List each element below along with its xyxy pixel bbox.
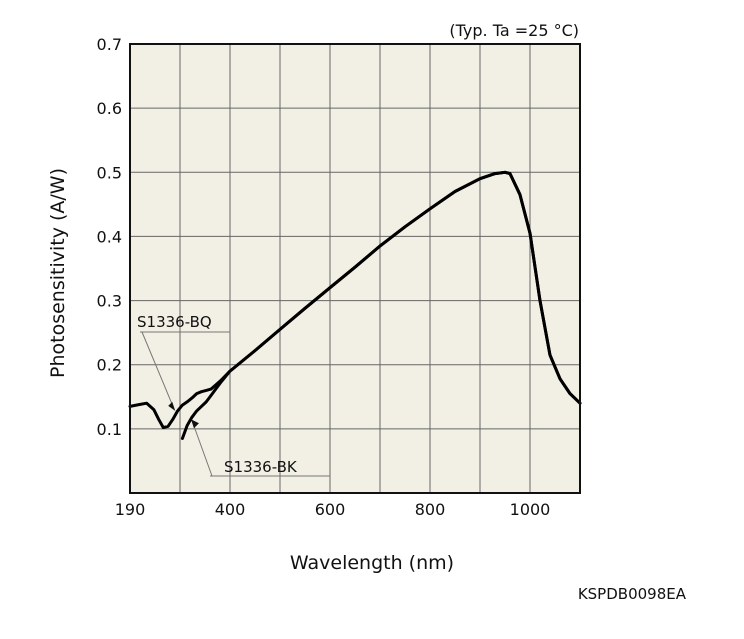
y-tick-label: 0.1 xyxy=(97,420,122,439)
annotation-label-bk: S1336-BK xyxy=(224,458,298,476)
x-tick-label: 1000 xyxy=(510,500,551,519)
condition-note: (Typ. Ta =25 °C) xyxy=(449,21,579,40)
y-tick-label: 0.3 xyxy=(97,292,122,311)
y-tick-label: 0.4 xyxy=(97,227,122,246)
x-tick-label: 400 xyxy=(215,500,246,519)
y-tick-label: 0.6 xyxy=(97,99,122,118)
series-layer xyxy=(128,170,582,440)
y-tick-label: 0.2 xyxy=(97,356,122,375)
x-tick-labels: 190 400 600 800 1000 xyxy=(115,500,551,519)
figure-code: KSPDB0098EA xyxy=(577,585,686,603)
annotation-leader-bk xyxy=(192,423,213,477)
x-tick-label: 600 xyxy=(315,500,346,519)
annotation-arrow-bk xyxy=(190,419,199,429)
y-tick-label: 0.7 xyxy=(97,35,122,54)
annotation-label-bq: S1336-BQ xyxy=(137,313,212,331)
y-tick-label: 0.5 xyxy=(97,163,122,182)
y-tick-labels: 0.1 0.2 0.3 0.4 0.5 0.6 0.7 xyxy=(97,35,122,439)
y-axis-label: Photosensitivity (A/W) xyxy=(47,167,69,379)
x-tick-label: 800 xyxy=(415,500,446,519)
annotation-layer: S1336-BQ S1336-BK xyxy=(137,313,330,477)
x-tick-label: 190 xyxy=(115,500,146,519)
series-line-s1336-bk xyxy=(180,170,582,440)
annotation-leader-bq xyxy=(141,331,174,408)
plot-frame xyxy=(129,43,581,494)
annotation-arrow-bq xyxy=(168,401,176,411)
x-axis-label: Wavelength (nm) xyxy=(289,552,455,574)
